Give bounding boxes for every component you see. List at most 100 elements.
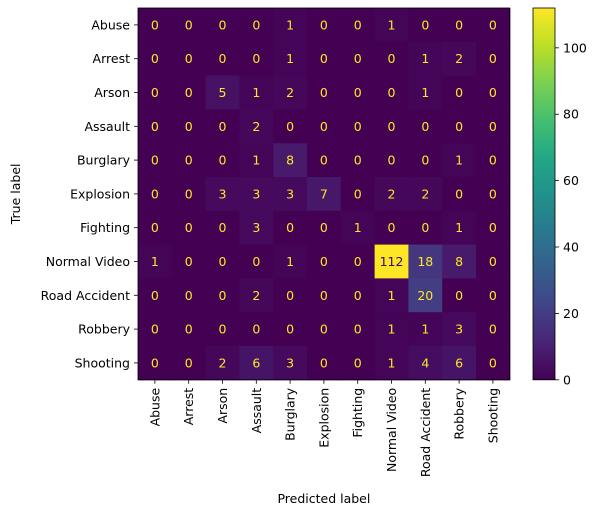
matrix-cell <box>205 210 240 246</box>
y-tick-label: Abuse <box>91 17 130 32</box>
matrix-cell <box>273 278 308 313</box>
matrix-cell <box>239 210 274 246</box>
matrix-cell <box>340 210 376 246</box>
matrix-cell <box>239 143 274 178</box>
cell-value-label: 0 <box>151 85 159 100</box>
matrix-cell <box>340 75 376 110</box>
matrix-cell <box>442 8 477 43</box>
cell-value-label: 0 <box>388 85 396 100</box>
matrix-cell <box>307 278 342 313</box>
matrix-cell <box>340 244 376 279</box>
matrix-cell <box>408 41 443 77</box>
matrix-cell <box>239 75 274 110</box>
matrix-cell <box>205 346 240 381</box>
cell-value-label: 0 <box>455 186 463 201</box>
cell-value-label: 0 <box>388 220 396 235</box>
cell-value-label: 0 <box>421 119 429 134</box>
matrix-cell <box>476 278 511 313</box>
x-tick-label: Burglary <box>283 387 298 441</box>
x-tick-label: Assault <box>249 388 264 434</box>
x-tick-label: Fighting <box>350 388 365 438</box>
cell-value-label: 1 <box>354 220 362 235</box>
colorbar-tick-label: 80 <box>563 107 579 122</box>
matrix-cell <box>239 244 274 279</box>
matrix-cell <box>273 177 308 212</box>
matrix-cell <box>340 41 376 77</box>
cell-value-label: 1 <box>286 51 294 66</box>
colorbar <box>532 7 556 381</box>
cell-value-label: 0 <box>388 119 396 134</box>
cell-value-label: 0 <box>151 322 159 337</box>
colorbar-tick-label: 20 <box>563 306 579 321</box>
cell-value-label: 1 <box>151 254 159 269</box>
cell-value-label: 0 <box>286 288 294 303</box>
matrix-cell <box>138 41 173 77</box>
cell-value-label: 0 <box>388 153 396 168</box>
matrix-cell <box>171 312 207 347</box>
cell-value-label: 1 <box>421 322 429 337</box>
matrix-cell <box>442 143 477 178</box>
matrix-cell <box>307 41 342 77</box>
matrix-cell <box>205 8 240 43</box>
matrix-cell <box>442 75 477 110</box>
cell-value-label: 0 <box>252 322 260 337</box>
matrix-cell <box>171 75 207 110</box>
colorbar-tick-label: 60 <box>563 173 579 188</box>
matrix-cell <box>171 41 207 77</box>
cell-value-label: 0 <box>489 254 497 269</box>
matrix-cell <box>408 143 443 178</box>
matrix-cell <box>476 143 511 178</box>
cell-value-label: 5 <box>219 85 227 100</box>
matrix-cell <box>442 177 477 212</box>
colorbar-tick-label: 40 <box>563 240 579 255</box>
y-tick-label: Robbery <box>78 322 130 337</box>
cell-value-label: 0 <box>252 254 260 269</box>
cell-value-label: 0 <box>489 51 497 66</box>
cell-value-label: 0 <box>219 254 227 269</box>
matrix-cell <box>239 346 274 381</box>
matrix-cell <box>408 346 443 381</box>
matrix-cell <box>476 41 511 77</box>
matrix-cell <box>476 244 511 279</box>
cell-value-label: 0 <box>489 153 497 168</box>
matrix-cell <box>374 346 409 381</box>
y-tick-label: Fighting <box>80 220 130 235</box>
cell-value-label: 1 <box>388 17 396 32</box>
cell-value-label: 0 <box>151 288 159 303</box>
cell-value-label: 0 <box>185 220 193 235</box>
cell-value-label: 1 <box>421 51 429 66</box>
x-tick-label: Road Accident <box>418 388 433 477</box>
matrix-cell <box>340 143 376 178</box>
matrix-cell <box>138 278 173 313</box>
matrix-cell <box>340 109 376 144</box>
cell-value-label: 1 <box>286 254 294 269</box>
matrix-cell <box>273 75 308 110</box>
matrix-cell <box>476 177 511 212</box>
matrix-cell <box>408 278 443 313</box>
matrix-cell <box>138 75 173 110</box>
cell-value-label: 1 <box>286 17 294 32</box>
cell-value-label: 0 <box>320 17 328 32</box>
matrix-cell <box>340 8 376 43</box>
x-axis: Abuse Arrest Arson Assault Burglary Explosion… <box>147 379 500 477</box>
matrix-cell <box>138 312 173 347</box>
matrix-cell <box>340 278 376 313</box>
matrix-cell <box>374 312 409 347</box>
matrix-cell <box>408 75 443 110</box>
colorbar-ticks: 0 20 40 60 80 100 <box>555 40 587 387</box>
matrix-cell <box>205 143 240 178</box>
cell-value-label: 0 <box>219 119 227 134</box>
x-tick-label: Arrest <box>181 388 196 426</box>
matrix-cell <box>374 177 409 212</box>
cell-value-label: 0 <box>320 85 328 100</box>
matrix-cell <box>138 8 173 43</box>
matrix-cell <box>307 143 342 178</box>
cell-value-label: 0 <box>489 220 497 235</box>
y-tick-label: Burglary <box>77 153 131 168</box>
cell-value-label: 0 <box>354 254 362 269</box>
cell-value-label: 3 <box>286 355 294 370</box>
y-tick-label: Arrest <box>93 51 131 66</box>
cell-value-label: 6 <box>252 355 260 370</box>
cell-value-label: 0 <box>455 119 463 134</box>
matrix-cell <box>205 312 240 347</box>
